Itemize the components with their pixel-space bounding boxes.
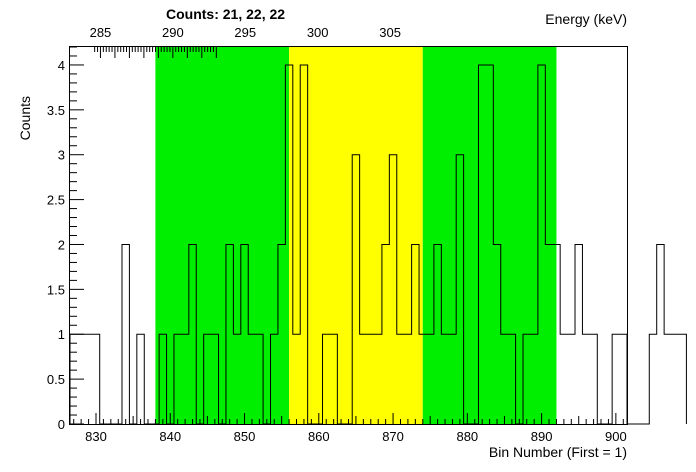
y-tick-label: 1.5 bbox=[47, 282, 65, 297]
x-axis-title: Bin Number (First = 1) bbox=[489, 444, 627, 460]
region-peak bbox=[289, 47, 423, 424]
energy-tick-label: 295 bbox=[234, 25, 256, 40]
region-left-background bbox=[155, 47, 290, 424]
y-tick-label: 3.5 bbox=[47, 103, 65, 118]
y-tick-label: 3 bbox=[58, 148, 65, 163]
y-tick-label: 2.5 bbox=[47, 193, 65, 208]
histogram-line bbox=[69, 64, 687, 425]
energy-tick-label: 300 bbox=[307, 25, 329, 40]
axis-ticks bbox=[70, 46, 624, 425]
y-tick-label: 0 bbox=[58, 417, 65, 432]
counts-title: Counts: 21, 22, 22 bbox=[166, 6, 285, 22]
energy-axis-title: Energy (keV) bbox=[545, 11, 627, 27]
x-tick-label: 860 bbox=[308, 429, 330, 444]
x-tick-label: 830 bbox=[85, 429, 107, 444]
x-tick-label: 900 bbox=[605, 429, 627, 444]
region-right-background bbox=[422, 47, 557, 424]
integration-regions bbox=[155, 47, 557, 424]
x-tick-label: 850 bbox=[234, 429, 256, 444]
y-axis-title: Counts bbox=[17, 96, 33, 140]
y-tick-label: 1 bbox=[58, 327, 65, 342]
tick-labels: 830 840 850 860 870 880 890 900 0 0.5 1 1.5 2 2.5 3 3.5… bbox=[47, 25, 627, 444]
y-tick-label: 4 bbox=[58, 58, 65, 73]
x-tick-label: 870 bbox=[382, 429, 404, 444]
x-tick-label: 890 bbox=[531, 429, 553, 444]
y-tick-label: 2 bbox=[58, 237, 65, 252]
energy-tick-label: 305 bbox=[379, 25, 401, 40]
plot-frame bbox=[69, 46, 628, 425]
y-tick-label: 0.5 bbox=[47, 372, 65, 387]
energy-tick-label: 285 bbox=[90, 25, 112, 40]
x-tick-label: 840 bbox=[159, 429, 181, 444]
x-tick-label: 880 bbox=[456, 429, 478, 444]
energy-tick-label: 290 bbox=[162, 25, 184, 40]
